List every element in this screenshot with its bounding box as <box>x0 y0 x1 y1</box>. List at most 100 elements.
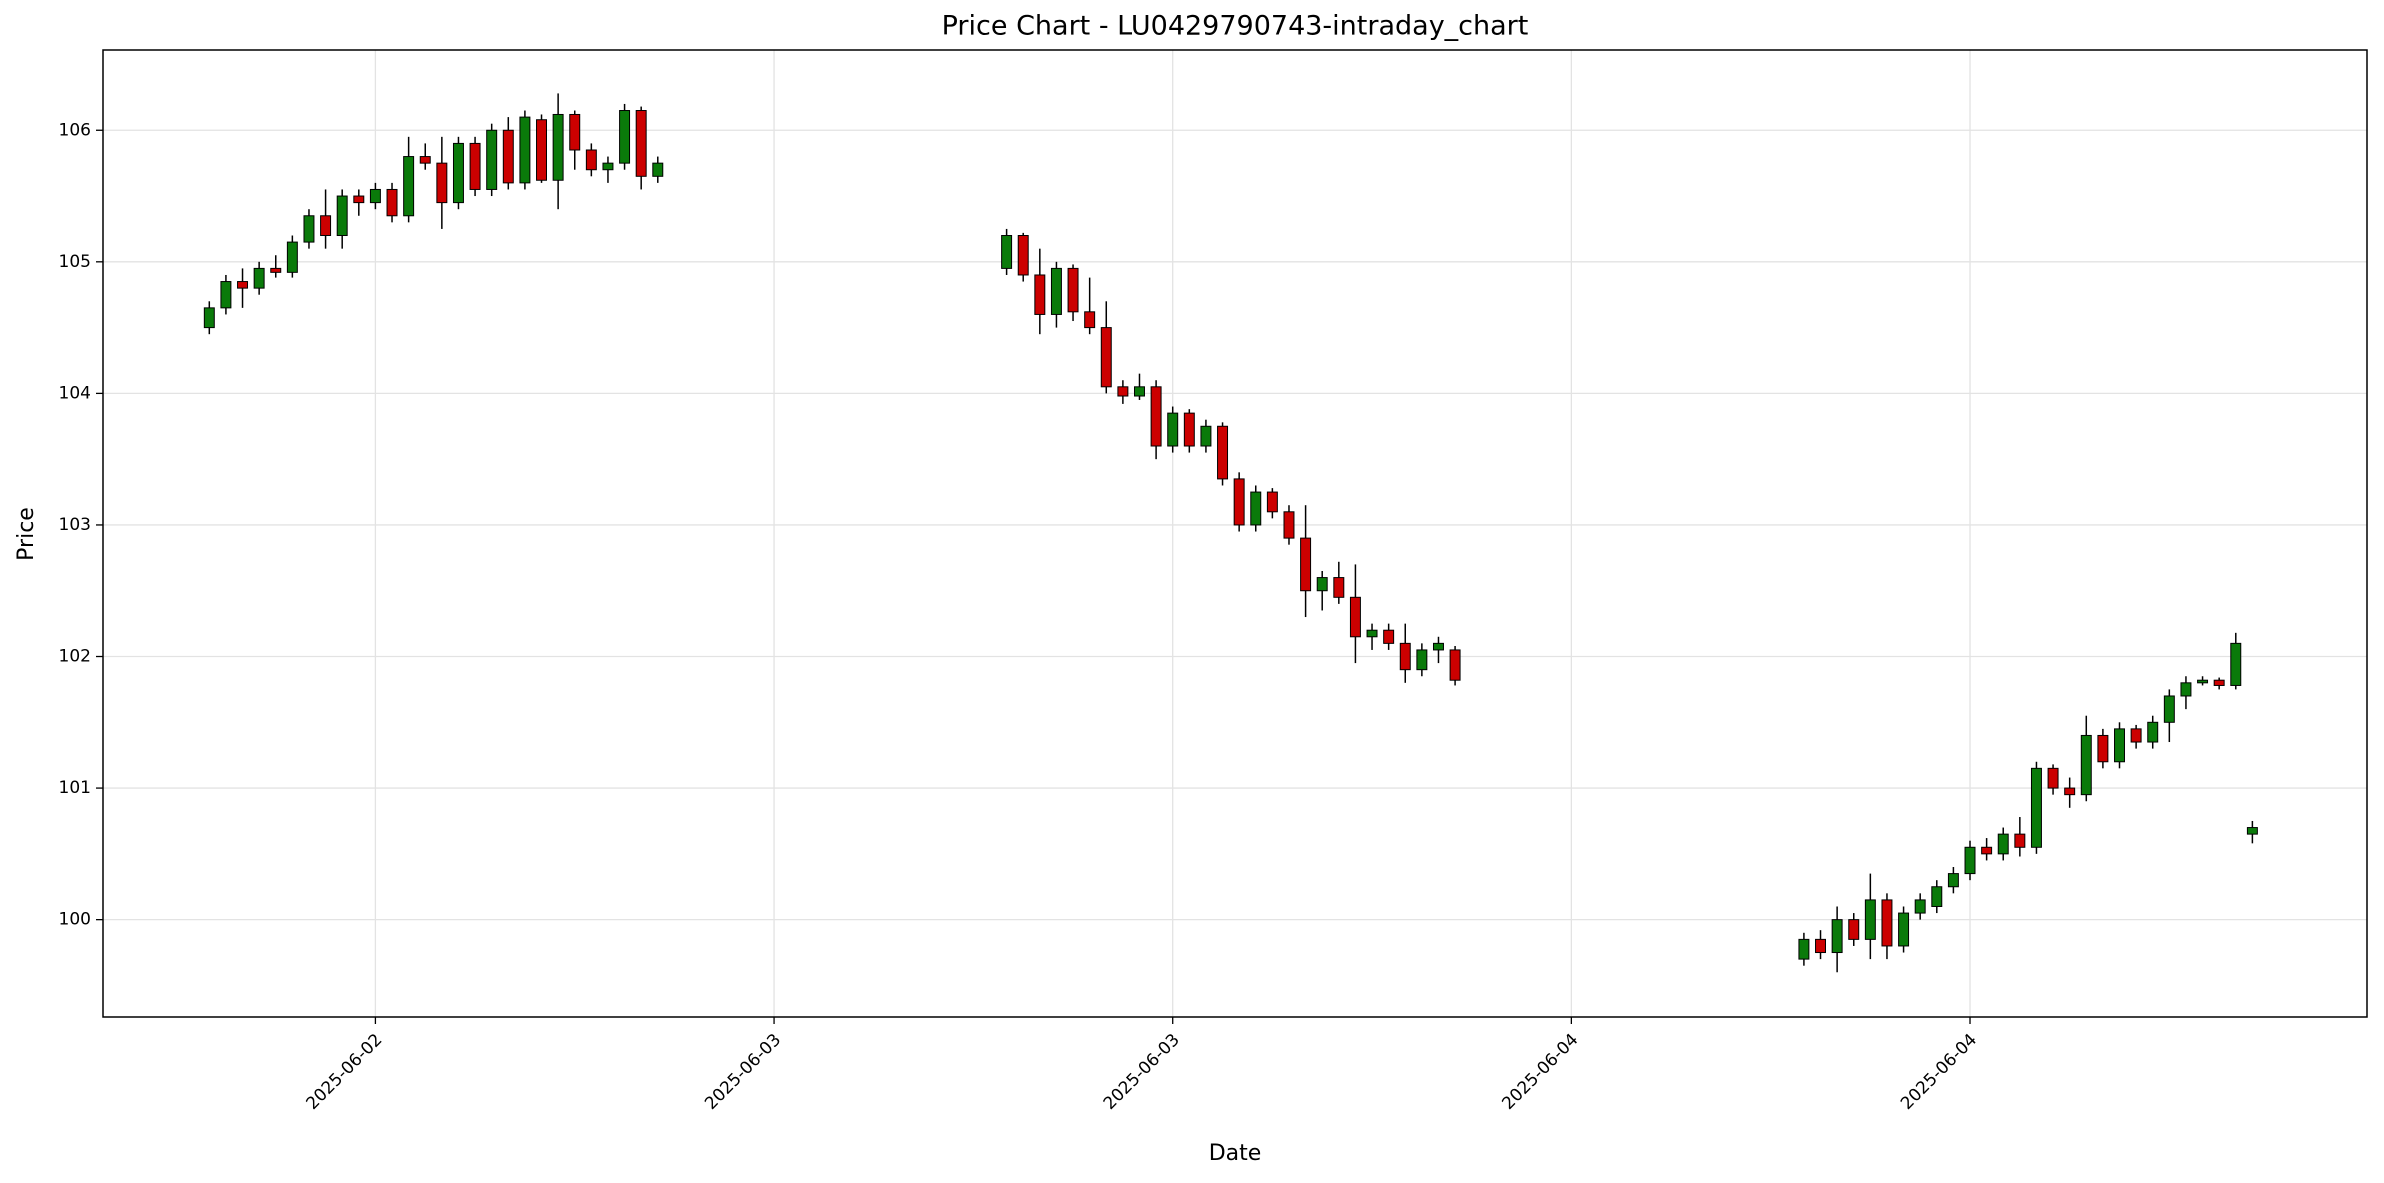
candle-body <box>2213 679 2225 686</box>
candle-body <box>1117 386 1129 397</box>
y-tick-label: 103 <box>59 515 91 535</box>
y-tick-label: 100 <box>59 910 91 930</box>
candle-body <box>519 116 531 184</box>
candle-body <box>1316 577 1328 592</box>
candle-body <box>1100 327 1112 388</box>
candle-body <box>2147 721 2159 743</box>
candle-body <box>419 156 431 164</box>
candle-body <box>353 195 365 204</box>
x-axis-label: Date <box>1209 1141 1262 1166</box>
candle-body <box>436 162 448 204</box>
candle-body <box>1399 642 1411 671</box>
candle-body <box>1798 938 1810 960</box>
x-tick-label: 2025-06-03 <box>1100 1030 1184 1114</box>
candle-body <box>1366 629 1378 638</box>
candle-body <box>1134 386 1145 397</box>
x-tick-label: 2025-06-04 <box>1897 1030 1981 1114</box>
candle-body <box>569 113 581 151</box>
candle-body <box>585 149 597 171</box>
candle-body <box>1084 311 1096 329</box>
y-tick-label: 104 <box>59 383 91 403</box>
candle-body <box>1864 899 1876 940</box>
candle-body <box>386 188 398 217</box>
candle-body <box>469 142 481 190</box>
candle-body <box>1848 919 1860 940</box>
candle-body <box>1898 912 1910 947</box>
candle-body <box>2197 679 2209 684</box>
candle-body <box>2130 728 2142 743</box>
plot-frame <box>102 49 2368 1018</box>
candle-body <box>203 307 215 329</box>
candle-body <box>253 267 265 289</box>
candle-body <box>536 119 547 181</box>
candle-body <box>1167 412 1179 447</box>
x-tick-label: 2025-06-04 <box>1498 1030 1582 1114</box>
candle-body <box>1333 577 1345 598</box>
y-tick-label: 105 <box>59 252 91 272</box>
candle-body <box>237 281 249 289</box>
candle-body <box>320 215 332 237</box>
candle-body <box>270 267 282 273</box>
candle-body <box>1017 235 1029 276</box>
candle-body <box>1266 491 1278 513</box>
y-tick-label: 106 <box>59 120 91 140</box>
candle-body <box>1349 596 1361 638</box>
candle-body <box>2047 767 2059 789</box>
candle-body <box>1283 511 1295 539</box>
candle-body <box>1050 267 1062 315</box>
candle-body <box>602 162 614 171</box>
candle-body <box>1416 649 1428 671</box>
candle-body <box>336 195 348 237</box>
chart-title: Price Chart - LU0429790743-intraday_char… <box>942 11 1529 42</box>
candle-body <box>652 162 664 177</box>
candle-body <box>2030 767 2042 848</box>
candle-body <box>1947 873 1959 888</box>
candle-body <box>1815 938 1827 954</box>
candle-body <box>2014 833 2026 848</box>
candle-body <box>2246 827 2258 835</box>
candle-body <box>619 110 631 164</box>
candle-body <box>1914 899 1926 914</box>
candle-body <box>1217 425 1229 480</box>
candle-body <box>1449 649 1461 681</box>
candle-body <box>1931 886 1943 907</box>
y-tick-label: 102 <box>59 647 91 667</box>
candle-body <box>1300 537 1312 592</box>
candle-body <box>1831 919 1843 954</box>
candle-body <box>1250 491 1262 526</box>
candle-body <box>1383 629 1395 644</box>
candle-body <box>2230 642 2242 686</box>
candle-body <box>502 129 514 184</box>
candle-body <box>1432 642 1444 651</box>
x-tick-label: 2025-06-03 <box>701 1030 785 1114</box>
candle-body <box>220 281 232 309</box>
y-axis-label: Price <box>14 507 39 561</box>
candle-body <box>2064 787 2076 796</box>
candle-body <box>403 156 415 217</box>
candle-body <box>1150 386 1162 447</box>
candle-body <box>1200 425 1212 447</box>
candle-body <box>635 110 647 177</box>
candle-body <box>1034 274 1046 315</box>
candle-body <box>452 142 464 204</box>
candle-body <box>1964 846 1976 875</box>
candle-body <box>486 129 498 190</box>
candle-body <box>1997 833 2009 855</box>
candle-body <box>2114 728 2125 763</box>
candle-body <box>1881 899 1893 947</box>
candle-body <box>552 113 564 181</box>
x-tick-label: 2025-06-02 <box>302 1030 386 1114</box>
candle-body <box>286 241 298 273</box>
candle-body <box>1067 267 1079 313</box>
candle-body <box>2080 734 2092 796</box>
candle-body <box>2180 682 2192 697</box>
candle-body <box>1981 846 1993 855</box>
candle-body <box>369 188 381 204</box>
candle-body <box>1183 412 1195 447</box>
candle-body <box>2097 734 2109 763</box>
candle-body <box>1233 478 1245 526</box>
candle-body <box>2163 695 2175 723</box>
y-tick-label: 101 <box>59 778 91 798</box>
